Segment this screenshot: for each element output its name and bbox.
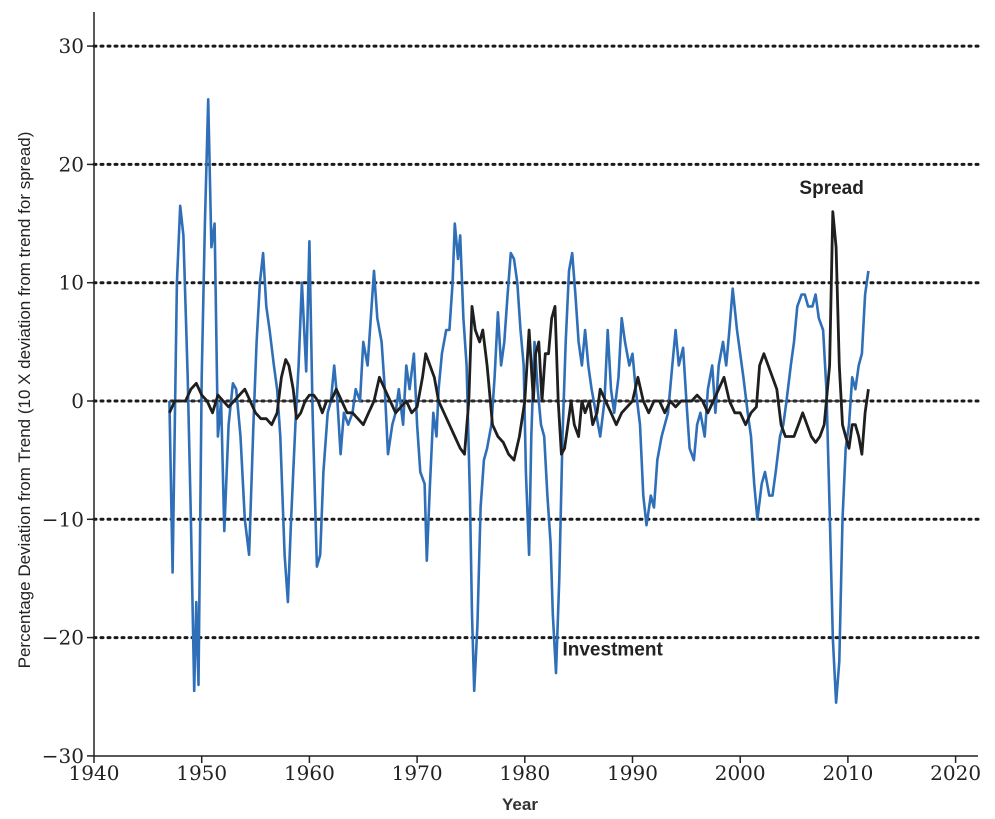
- series-line-investment: [168, 98, 870, 704]
- y-tick-label: 0: [71, 389, 84, 413]
- annotation-investment: Investment: [562, 639, 663, 660]
- annotations: Spread Investment: [562, 178, 863, 660]
- y-tick-label: 10: [59, 271, 84, 295]
- x-tick-label: 1960: [284, 761, 335, 785]
- x-axis-title: Year: [502, 795, 538, 814]
- x-tick-label: 1950: [176, 761, 227, 785]
- ticks: 1940 1950 1960 1970 1980 1990 2000 2010 20203020…: [42, 34, 981, 785]
- y-tick-label: −20: [42, 626, 84, 650]
- x-tick-label: 1980: [499, 761, 550, 785]
- series-line-spread: [168, 210, 870, 462]
- x-tick-label: 2020: [930, 761, 981, 785]
- gridlines: [92, 44, 980, 640]
- x-tick-label: 1990: [607, 761, 658, 785]
- x-tick-label: 1940: [69, 761, 120, 785]
- series-layer: [168, 98, 870, 704]
- x-tick-label: 1970: [392, 761, 443, 785]
- x-tick-label: 2010: [822, 761, 873, 785]
- x-tick-label: 2000: [715, 761, 766, 785]
- y-tick-label: 30: [59, 34, 84, 58]
- axes: [93, 12, 978, 757]
- y-tick-label: −30: [42, 744, 84, 768]
- annotation-spread: Spread: [799, 178, 863, 199]
- y-tick-label: −10: [42, 507, 84, 531]
- y-axis-title: Percentage Deviation from Trend (10 X de…: [15, 132, 34, 669]
- y-tick-label: 20: [59, 152, 84, 176]
